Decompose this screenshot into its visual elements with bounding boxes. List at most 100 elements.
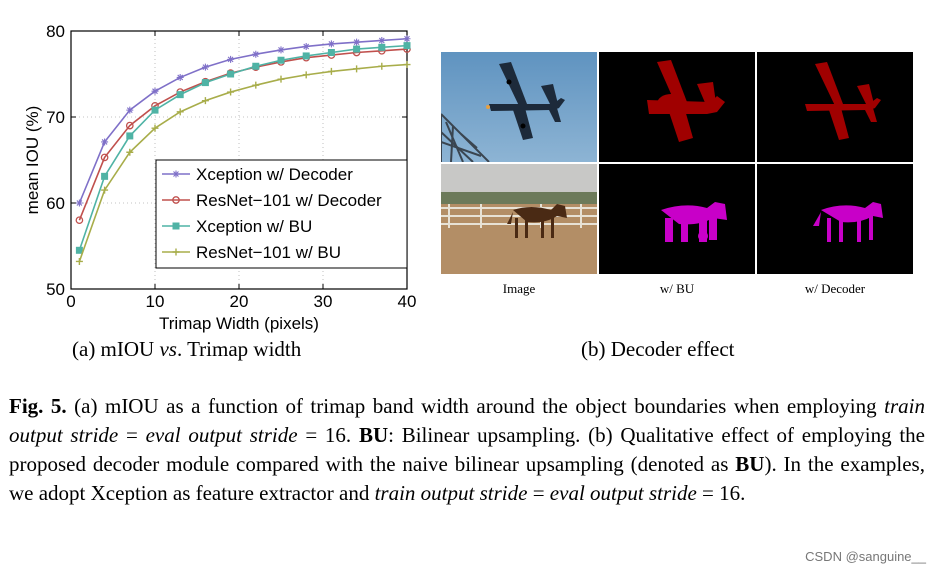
data-point (75, 246, 83, 254)
data-point (302, 52, 310, 60)
caption-bold-bu-2: BU (735, 452, 765, 476)
caption-text-7: = 16. (696, 481, 746, 505)
chart-series (75, 35, 411, 265)
legend-entry: ResNet−101 w/ Decoder (196, 191, 382, 210)
data-point (75, 216, 84, 225)
data-point (227, 55, 235, 63)
x-tick-label: 40 (398, 292, 417, 311)
caption-text-2: = (118, 423, 146, 447)
series-line (78, 44, 408, 251)
caption-bold-bu-1: BU (358, 423, 389, 447)
airplane-mask-bu (599, 52, 755, 162)
series-2 (75, 42, 411, 254)
series-0 (75, 35, 411, 207)
horse-photo (441, 164, 597, 274)
data-point (75, 257, 83, 265)
label-bu: w/ BU (659, 281, 695, 296)
legend-swatch-marker (172, 196, 180, 204)
data-point (277, 75, 285, 83)
data-point (252, 62, 260, 70)
data-point (252, 50, 260, 58)
data-point (378, 62, 386, 70)
legend-swatch-marker (172, 222, 180, 230)
x-tick-label: 0 (66, 292, 75, 311)
caption-text-1: (a) mIOU as a function of trimap band wi… (66, 394, 885, 418)
caption-italic-3: train output stride (374, 481, 528, 505)
y-tick-label: 70 (46, 108, 65, 127)
data-point (353, 45, 361, 53)
data-point (227, 70, 235, 78)
data-point (227, 88, 235, 96)
label-image: Image (502, 281, 536, 296)
data-point (302, 42, 310, 50)
figure-caption: Fig. 5. (a) mIOU as a function of trimap… (9, 392, 925, 508)
data-point (101, 172, 109, 180)
chart-ticks: 0 10 20 30 40 50 60 70 80 (46, 22, 416, 311)
data-point (125, 121, 134, 130)
x-axis-label: Trimap Width (pixels) (159, 314, 319, 333)
legend-entry: ResNet−101 w/ BU (196, 243, 341, 262)
data-point (277, 56, 285, 64)
data-point (126, 106, 134, 114)
data-point (327, 49, 335, 56)
x-tick-label: 10 (146, 292, 165, 311)
caption-italic-1: train output stride (9, 394, 925, 447)
caption-text-6: = (527, 481, 550, 505)
airplane-photo (441, 52, 597, 162)
data-point (201, 63, 209, 71)
horse-mask-decoder (757, 164, 913, 274)
data-point (302, 71, 310, 79)
legend-box (155, 159, 408, 269)
miou-line-chart: 0 10 20 30 40 50 60 70 80 Xception w/ Decoder Res… (23, 22, 416, 333)
watermark: CSDN @sanguine__ (805, 549, 926, 564)
data-point (176, 73, 184, 81)
data-point (201, 97, 209, 105)
data-point (252, 81, 260, 89)
data-point (101, 186, 109, 194)
data-point (100, 153, 109, 162)
data-point (176, 108, 184, 116)
legend-entry: Xception w/ BU (196, 217, 312, 236)
y-tick-label: 50 (46, 280, 65, 299)
series-3 (75, 61, 411, 265)
data-point (151, 87, 159, 95)
series-line (78, 37, 408, 204)
subcaption-a-prefix: (a) mIOU (72, 337, 160, 361)
legend-swatch-marker (172, 248, 180, 256)
data-point (101, 138, 109, 146)
legend-entry: Xception w/ Decoder (196, 165, 353, 184)
legend-swatch-marker (172, 170, 180, 178)
subcaption-b: (b) Decoder effect (581, 337, 735, 361)
data-point (378, 36, 386, 44)
caption-text-5: ). In the examples, we adopt Xception as… (9, 452, 925, 505)
data-point (126, 148, 134, 156)
data-point (353, 38, 361, 46)
data-point (176, 91, 184, 99)
y-axis-label: mean IOU (%) (23, 106, 42, 215)
caption-text-3: = 16. (297, 423, 359, 447)
data-point (403, 61, 411, 69)
subcaption-a-vs: vs (159, 337, 177, 361)
data-point (201, 79, 209, 87)
data-point (378, 43, 386, 51)
horse-mask-bu (599, 164, 755, 274)
data-point (277, 46, 285, 54)
series-line (78, 63, 408, 262)
caption-italic-4: eval output stride (549, 481, 697, 505)
data-point (327, 67, 335, 75)
data-point (126, 132, 134, 140)
data-point (75, 199, 83, 207)
caption-text-4: : Bilinear upsampling. (b) Qualitative e… (9, 423, 926, 476)
subcaption-a: (a) mIOU vs. Trimap width (72, 337, 301, 362)
subcaption-a-suffix: . Trimap width (176, 337, 302, 361)
data-point (151, 106, 159, 114)
caption-italic-2: eval output stride (145, 423, 298, 447)
y-tick-label: 80 (46, 22, 65, 41)
data-point (403, 35, 411, 43)
x-tick-label: 30 (314, 292, 333, 311)
y-tick-label: 60 (46, 194, 65, 213)
data-point (151, 124, 159, 132)
figure-label: Fig. 5. (9, 394, 67, 418)
x-tick-label: 20 (230, 292, 249, 311)
label-decoder: w/ Decoder (804, 281, 866, 296)
